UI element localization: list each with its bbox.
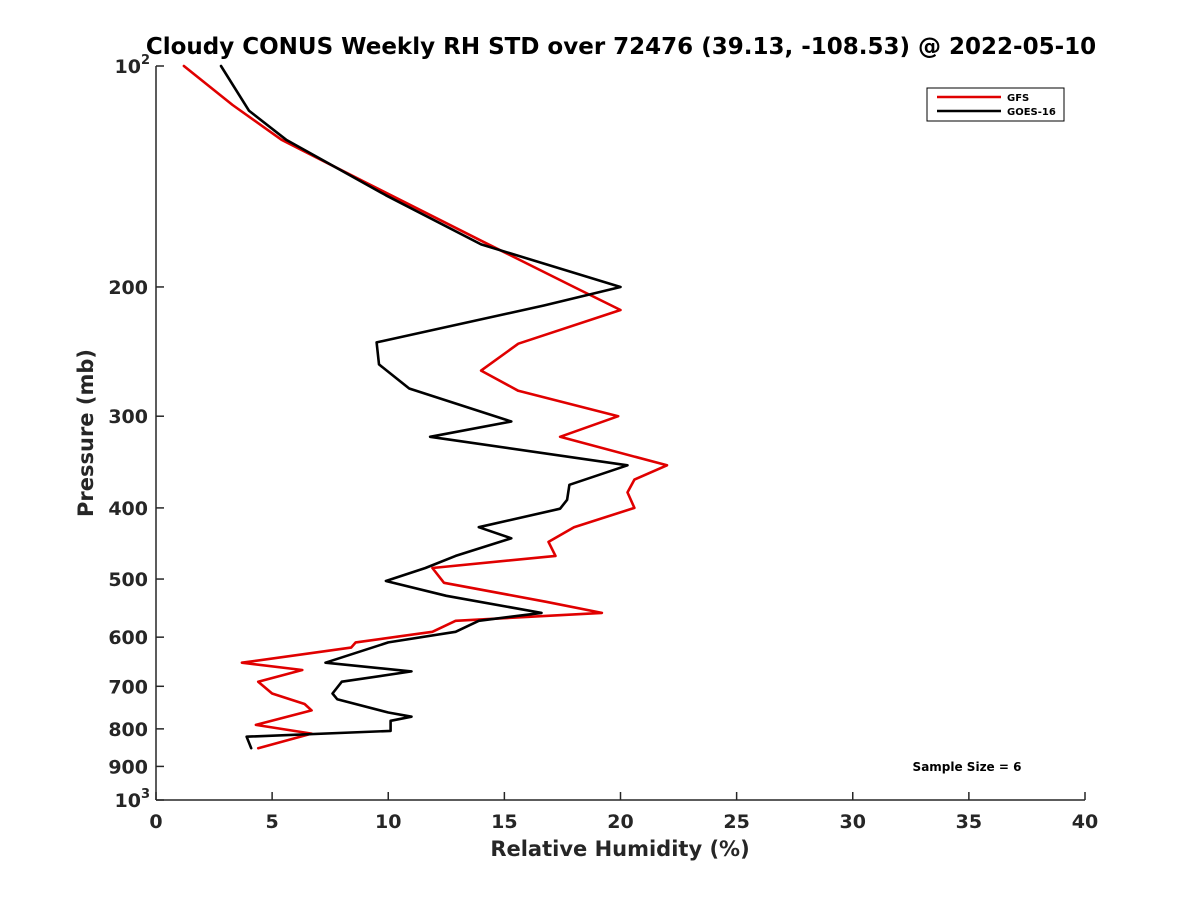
plot-area	[156, 66, 1085, 800]
plot-background	[156, 66, 1085, 800]
axes: 0 5 10 15 20 25 30 35 40 102 200 300 400 500 600 700 800…	[108, 53, 1098, 833]
x-tick-label: 25	[723, 811, 749, 833]
x-tick-label: 15	[491, 811, 517, 833]
x-tick-label: 5	[266, 811, 279, 833]
y-tick-label: 900	[108, 756, 148, 778]
y-tick-label: 700	[108, 676, 148, 698]
y-tick-label: 103	[115, 787, 151, 812]
chart-title: Cloudy CONUS Weekly RH STD over 72476 (3…	[146, 34, 1096, 60]
x-axis-label: Relative Humidity (%)	[490, 837, 749, 861]
y-tick-label: 600	[108, 627, 148, 649]
y-tick-label: 400	[108, 498, 148, 520]
series-layer	[182, 64, 669, 750]
series-line-goes-16	[219, 64, 629, 750]
x-tick-label: 0	[149, 811, 162, 833]
legend-label: GOES-16	[1007, 107, 1056, 118]
legend: GFS GOES-16	[926, 87, 1065, 122]
series-line-gfs	[182, 64, 669, 750]
legend-label: GFS	[1007, 93, 1029, 104]
x-tick-label: 35	[956, 811, 982, 833]
y-tick-label: 800	[108, 719, 148, 741]
y-axis-label: Pressure (mb)	[74, 349, 98, 517]
x-tick-label: 30	[840, 811, 866, 833]
y-tick-label: 500	[108, 569, 148, 591]
x-tick-label: 20	[607, 811, 633, 833]
y-tick-label: 102	[115, 53, 151, 78]
y-tick-label: 300	[108, 406, 148, 428]
x-tick-label: 10	[375, 811, 401, 833]
sample-size-annotation: Sample Size = 6	[913, 760, 1022, 774]
x-tick-label: 40	[1072, 811, 1098, 833]
y-tick-label: 200	[108, 277, 148, 299]
legend-box	[926, 87, 1065, 122]
